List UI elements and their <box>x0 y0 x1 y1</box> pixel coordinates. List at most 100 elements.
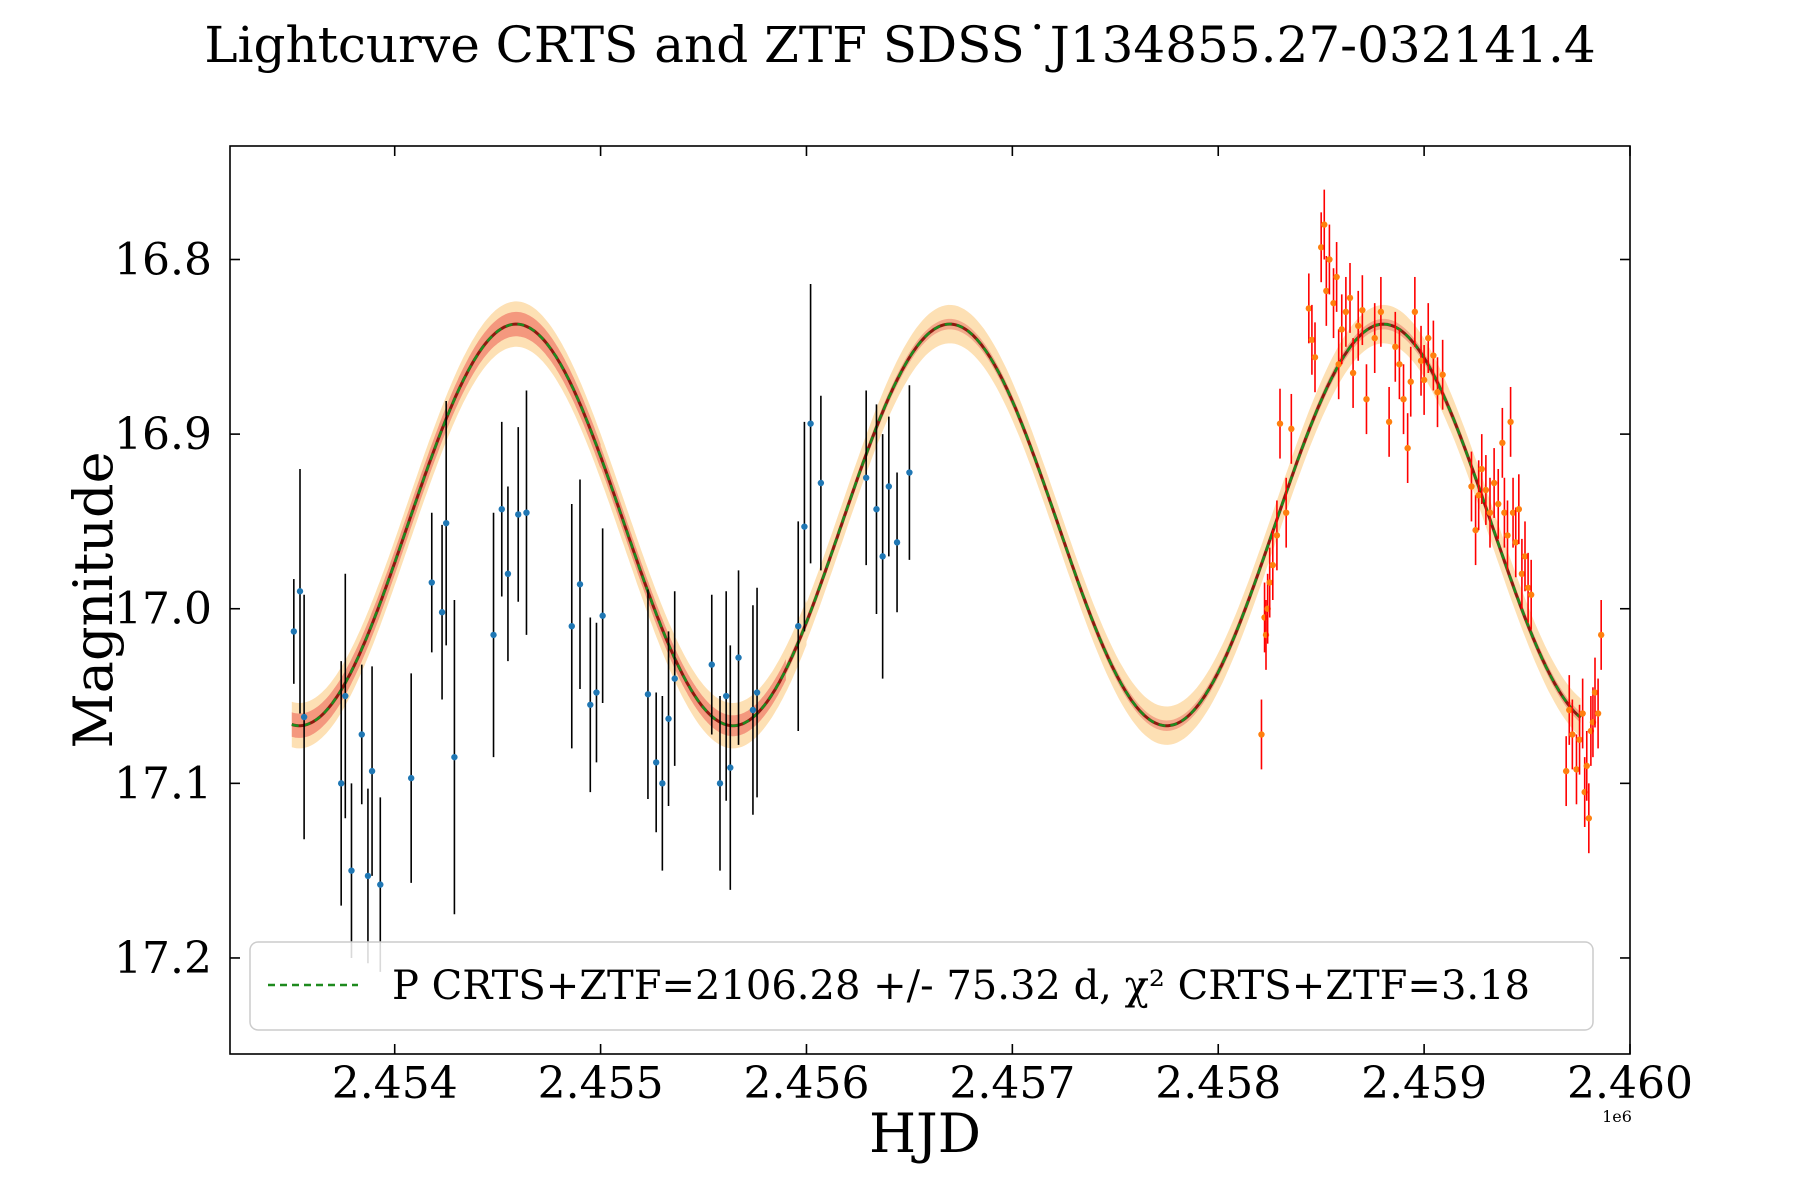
ztf-data-point <box>1499 439 1506 447</box>
crts-data-point <box>296 588 304 595</box>
crts-data-point <box>576 581 584 588</box>
ztf-data-point <box>1515 506 1523 513</box>
ztf-data-point <box>1509 509 1517 516</box>
x-tick-label: 2.457 <box>949 1058 1075 1109</box>
ztf-data-point <box>1377 308 1385 316</box>
crts-data-point <box>885 483 893 490</box>
ztf-data-point <box>1585 815 1593 822</box>
ztf-data-point <box>1425 334 1432 342</box>
ztf-data-point <box>1495 500 1502 508</box>
ztf-data-point <box>1597 631 1605 639</box>
crts-data-point <box>428 579 435 586</box>
ztf-data-point <box>1288 425 1295 433</box>
crts-data-point <box>442 519 450 527</box>
ztf-data-point <box>1326 256 1333 263</box>
crts-data-point <box>873 506 880 513</box>
x-tick-label: 2.454 <box>332 1058 458 1109</box>
crts-data-point <box>364 872 372 880</box>
ztf-data-point <box>1305 305 1313 312</box>
ztf-data-point <box>1573 766 1580 773</box>
ztf-data-point <box>1482 486 1490 494</box>
ztf-data-point <box>1311 354 1319 361</box>
ztf-data-point <box>1333 273 1340 281</box>
ztf-data-point <box>1562 767 1570 775</box>
ztf-data-point <box>1490 479 1498 487</box>
crts-data-point <box>727 764 734 771</box>
ztf-data-point <box>1346 294 1354 302</box>
crts-data-point <box>722 692 730 700</box>
ztf-data-point <box>1276 420 1284 427</box>
ztf-data-point <box>1407 378 1414 385</box>
ztf-data-point <box>1404 444 1411 452</box>
legend-box <box>249 941 1594 1031</box>
crts-data-point <box>504 570 512 578</box>
ztf-data-point <box>1439 371 1446 378</box>
ztf-data-point <box>1420 376 1428 384</box>
model-curve <box>291 322 1582 728</box>
crts-data-point <box>498 506 505 513</box>
crts-data-point <box>342 692 349 700</box>
ztf-data-point <box>1579 710 1586 717</box>
ztf-data-point <box>1594 710 1602 717</box>
crts-data-point <box>659 780 666 787</box>
ztf-data-point <box>1521 553 1529 560</box>
x-axis-label: HJD <box>869 1102 981 1165</box>
crts-data-point <box>438 609 446 616</box>
crts-data-point <box>817 479 825 487</box>
crts-data-point <box>368 767 376 775</box>
legend-entry-label: P CRTS+ZTF=2106.28 +/- 75.32 d, χ² CRTS+… <box>392 963 1530 1009</box>
ztf-data-point <box>1335 361 1342 368</box>
chart-title: Lightcurve CRTS and ZTF SDSS˙J134855.27-… <box>204 16 1595 74</box>
crts-data-point <box>893 539 901 546</box>
legend: P CRTS+ZTF=2106.28 +/- 75.32 d, χ² CRTS+… <box>249 941 1594 1031</box>
model-dashed-line <box>291 322 1582 727</box>
ztf-data-point <box>1400 395 1407 403</box>
inner-band-crts-2 <box>600 446 786 737</box>
crts-data-point <box>665 715 672 722</box>
ztf-data-point <box>1385 418 1393 426</box>
ztf-data-point <box>1434 389 1441 396</box>
crts-data-point <box>337 780 345 787</box>
ztf-data-point <box>1591 689 1599 696</box>
crts-data-point <box>587 701 594 708</box>
ztf-data-point <box>1576 736 1583 743</box>
crts-data-point <box>708 661 715 668</box>
crts-data-point <box>671 675 678 682</box>
ztf-data-point <box>1527 591 1535 598</box>
ztf-data-point <box>1355 322 1362 330</box>
ztf-data-point <box>1282 509 1290 516</box>
ztf-data-point <box>1512 539 1519 546</box>
outer-band-crts <box>291 301 807 749</box>
ztf-data-point <box>1392 343 1399 351</box>
crts-data-point <box>407 774 415 782</box>
ztf-data-point <box>1486 509 1494 516</box>
ztf-data-point <box>1323 287 1330 295</box>
crts-data-point <box>795 622 802 630</box>
crts-data-point <box>644 691 652 698</box>
ztf-data-point <box>1507 418 1514 426</box>
ztf-data-point <box>1258 731 1265 738</box>
axis-ticks: 2.454 2.455 2.456 2.457 2.458 2.459 2.460 16.8 1… <box>114 146 1693 1109</box>
ztf-data-point <box>1524 584 1532 591</box>
crts-data-point <box>599 612 606 619</box>
ztf-data-point <box>1269 561 1276 569</box>
ztf-data-point <box>1566 706 1573 714</box>
x-tick-label: 2.458 <box>1155 1058 1281 1109</box>
ztf-data-point <box>1349 369 1357 377</box>
crts-data-point <box>862 474 870 481</box>
ztf-data-point <box>1583 762 1590 770</box>
crts-data-point <box>451 753 458 761</box>
ztf-data-point <box>1475 492 1482 499</box>
data-points <box>290 189 1605 972</box>
ztf-series <box>1258 189 1605 854</box>
ztf-data-point <box>1478 465 1485 473</box>
ztf-data-point <box>1330 299 1337 307</box>
ztf-data-point <box>1338 326 1345 333</box>
x-axis-offset-label: 1e6 <box>1602 1107 1632 1126</box>
ztf-data-point <box>1342 308 1350 316</box>
crts-data-point <box>358 731 365 738</box>
crts-data-point <box>807 420 814 427</box>
ztf-data-point <box>1321 221 1328 228</box>
crts-data-point <box>735 654 742 661</box>
